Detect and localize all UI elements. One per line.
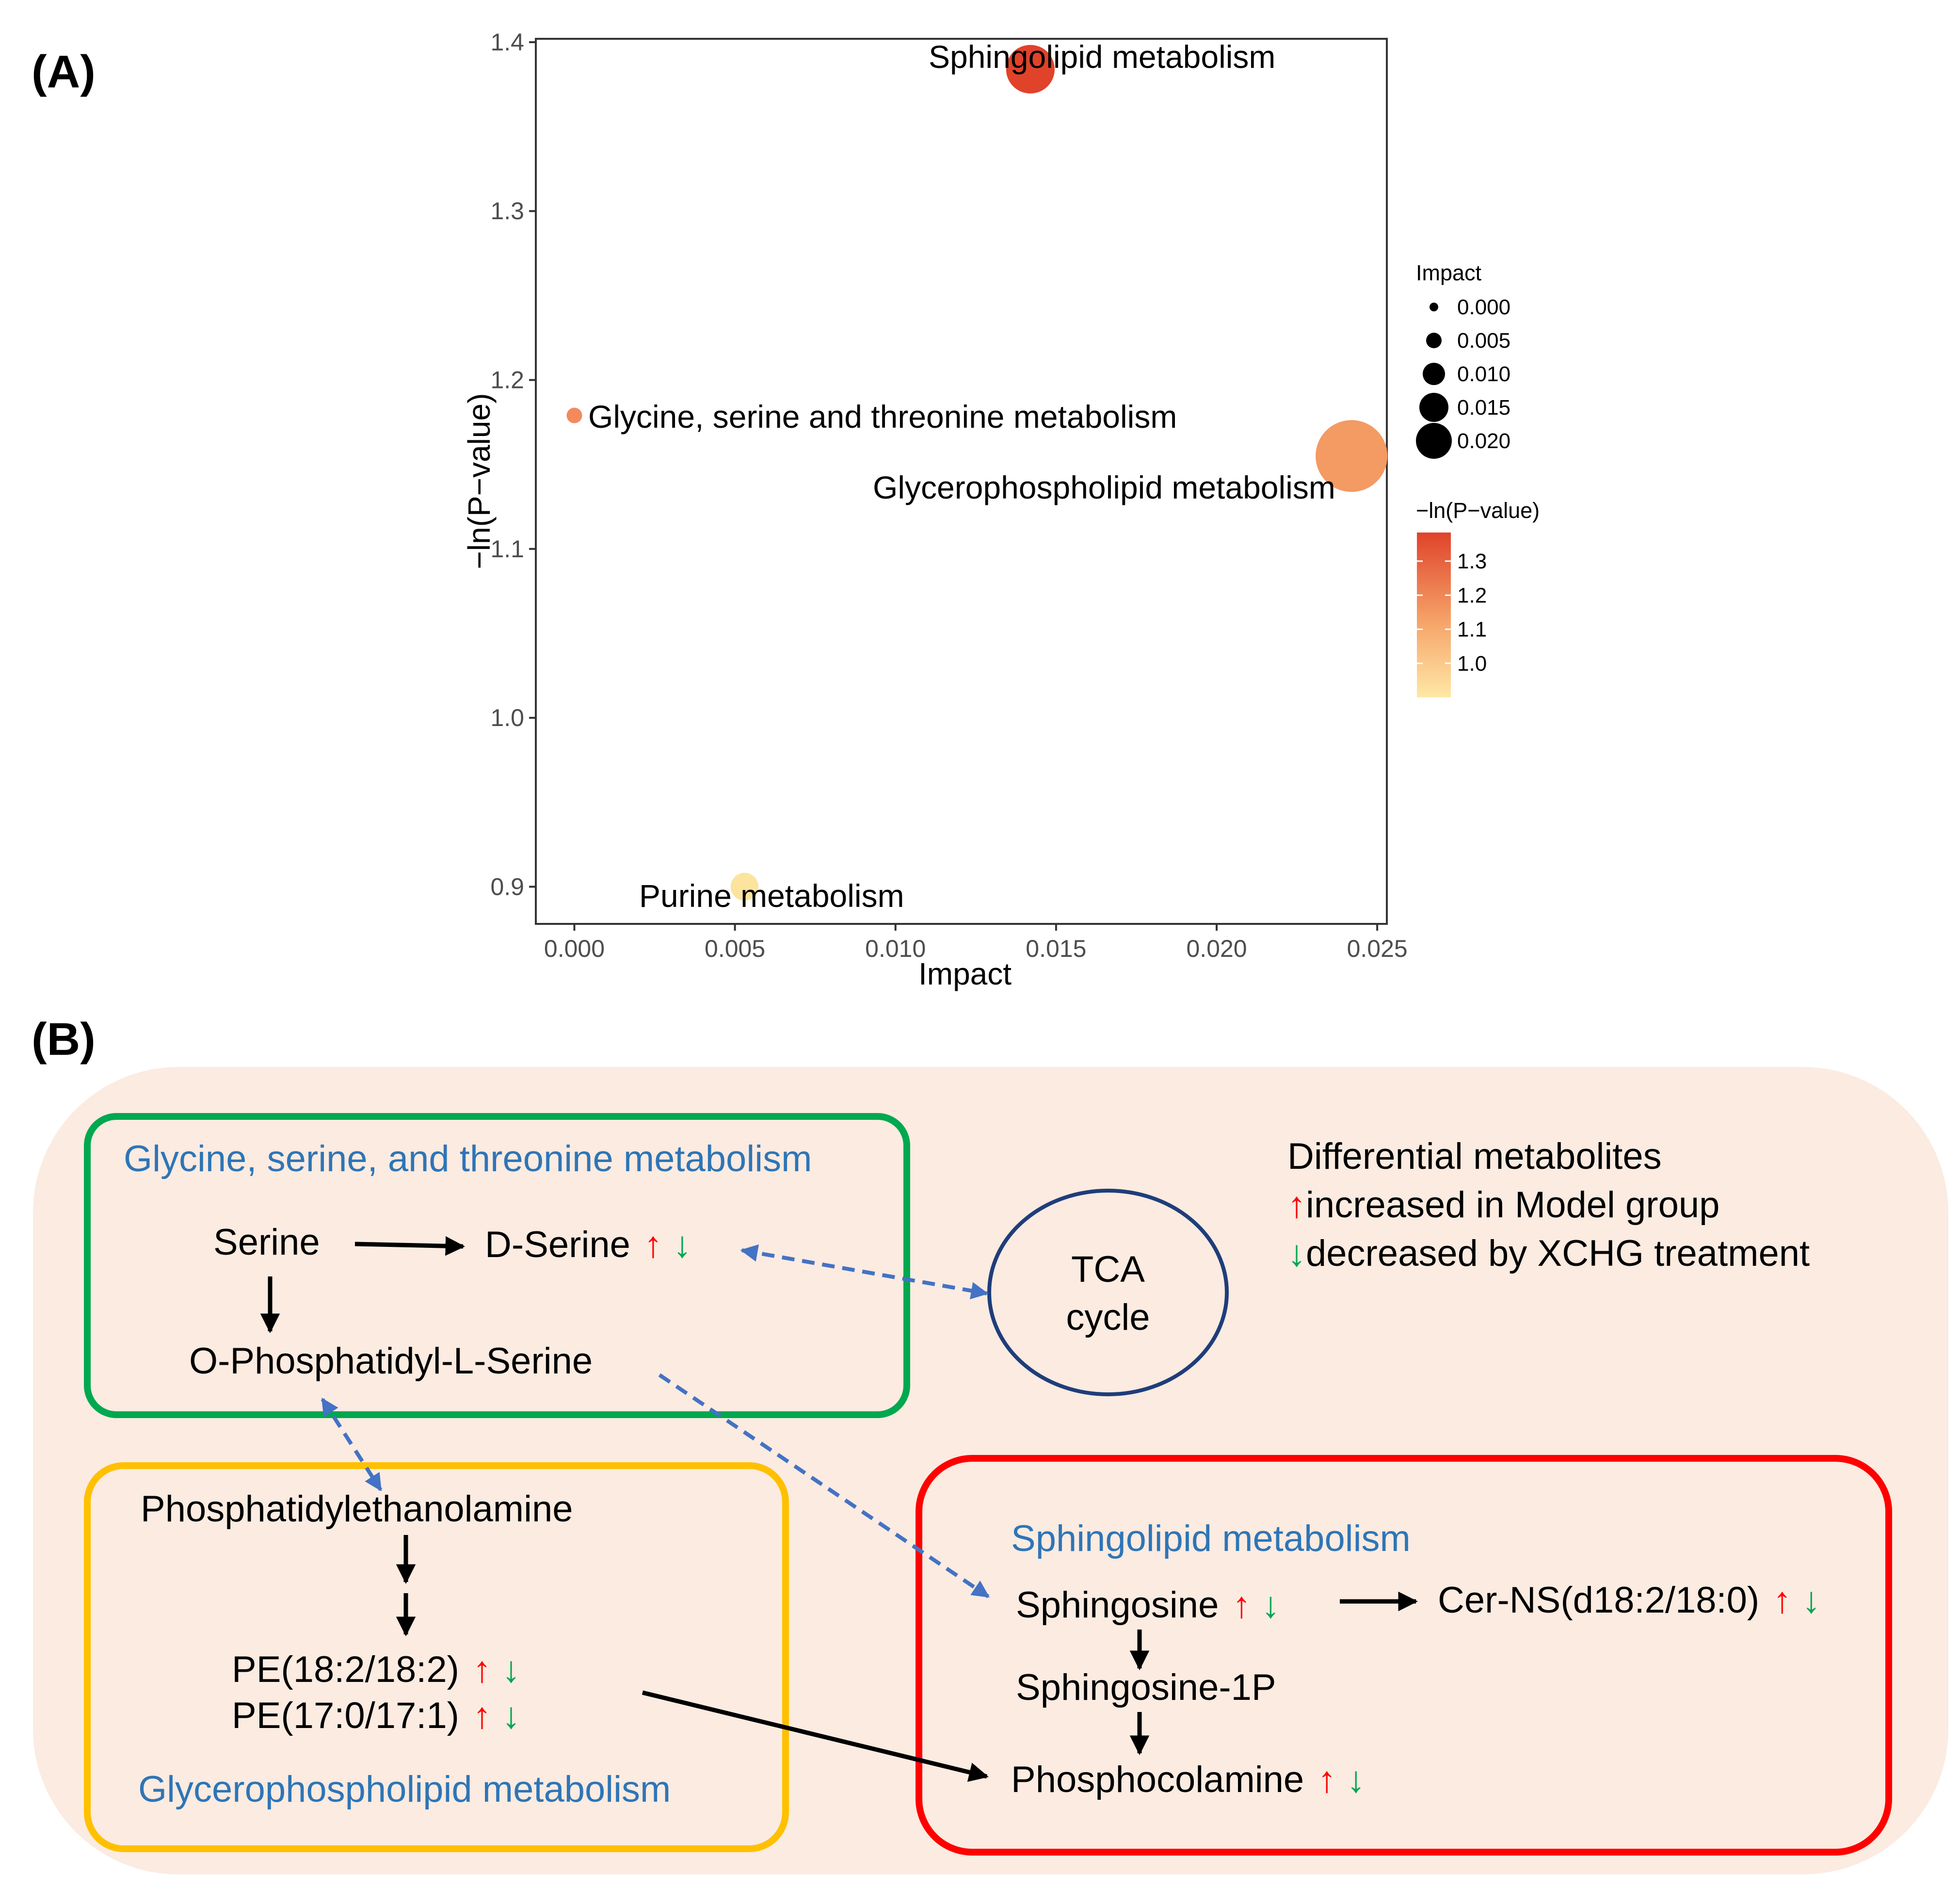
y-tick-label: 1.4	[490, 29, 524, 56]
size-legend-label: 0.000	[1457, 295, 1510, 319]
edge-pe-to-phosphocolamine	[642, 1690, 989, 1782]
data-point	[730, 872, 759, 901]
size-legend-label: 0.010	[1457, 362, 1510, 386]
node-cer-ns: Cer-NS(d18:2/18:0) ↑ ↓	[1438, 1580, 1820, 1621]
node-pe-18-2: PE(18:2/18:2) ↑ ↓	[232, 1649, 520, 1690]
node-pe-17-0: PE(17:0/17:1) ↑ ↓	[232, 1695, 520, 1736]
node-serine: Serine	[213, 1222, 320, 1263]
size-legend-dot	[1416, 423, 1452, 459]
size-legend-label: 0.020	[1457, 429, 1510, 453]
legend-down-arrow-icon: ↓	[1287, 1233, 1306, 1274]
y-axis: 0.9 1.0 1.1 1.2 1.3 1.4	[490, 29, 536, 900]
y-tick-label: 1.3	[490, 197, 524, 225]
x-tick-label: 0.005	[705, 935, 765, 962]
y-tick-label: 1.1	[490, 535, 524, 563]
cer-ns-label: Cer-NS(d18:2/18:0)	[1438, 1580, 1759, 1621]
up-arrow-icon: ↑	[644, 1224, 662, 1265]
point-label-sphingolipid: Sphingolipid metabolism	[929, 39, 1275, 75]
dashed-link-o-phosphatidyl-sphingosine	[658, 1373, 990, 1598]
down-arrow-icon: ↓	[502, 1695, 520, 1736]
x-tick-label: 0.000	[544, 935, 605, 962]
size-legend-dot	[1423, 363, 1445, 385]
dashed-link-d-serine-tca	[740, 1244, 989, 1300]
size-legend: 0.000 0.005 0.010 0.015 0.020	[1416, 295, 1510, 459]
sphingosine-label: Sphingosine	[1016, 1584, 1219, 1626]
legend-increased: ↑increased in Model group	[1287, 1184, 1719, 1226]
x-tick-label: 0.020	[1186, 935, 1247, 962]
node-phosphocolamine: Phosphocolamine ↑ ↓	[1011, 1759, 1365, 1800]
size-legend-label: 0.005	[1457, 329, 1510, 353]
size-legend-label: 0.015	[1457, 396, 1510, 420]
node-o-phosphatidyl-l-serine: O-Phosphatidyl-L-Serine	[189, 1340, 593, 1382]
size-legend-dot	[1430, 303, 1438, 311]
y-tick-label: 1.0	[490, 704, 524, 731]
colorbar-tick-label: 1.0	[1457, 652, 1487, 676]
size-legend-dot	[1419, 393, 1448, 422]
glycerophospholipid-pathway-title: Glycerophospholipid metabolism	[138, 1769, 671, 1810]
phosphocolamine-label: Phosphocolamine	[1011, 1759, 1304, 1800]
pe-17-0-label: PE(17:0/17:1)	[232, 1695, 459, 1736]
dashed-link-o-phosphatidyl-pe	[321, 1397, 383, 1492]
sphingolipid-pathway-title: Sphingolipid metabolism	[1011, 1518, 1411, 1559]
glycerophospholipid-pathway-box	[84, 1462, 789, 1852]
down-arrow-icon: ↓	[1261, 1584, 1280, 1626]
node-sphingosine: Sphingosine ↑ ↓	[1016, 1584, 1280, 1626]
legend-title: Differential metabolites	[1287, 1136, 1662, 1177]
tca-label-line1: TCA	[1071, 1249, 1145, 1290]
up-arrow-icon: ↑	[1317, 1759, 1336, 1800]
tca-cycle-circle	[987, 1189, 1229, 1396]
color-legend-title: −ln(P−value)	[1416, 498, 1540, 523]
diagram-background	[33, 1067, 1948, 1874]
y-axis-title: −ln(P−value)	[462, 393, 497, 569]
sphingolipid-pathway-box	[916, 1455, 1892, 1856]
down-arrow-icon: ↓	[673, 1224, 691, 1265]
x-tick-label: 0.015	[1026, 935, 1086, 962]
panel-label-b: (B)	[32, 1014, 96, 1065]
node-d-serine: D-Serine ↑ ↓	[485, 1224, 691, 1265]
node-phosphatidylethanolamine: Phosphatidylethanolamine	[141, 1488, 573, 1530]
glycine-pathway-title: Glycine, serine, and threonine metabolis…	[124, 1138, 812, 1179]
size-legend-dot	[1426, 333, 1442, 348]
colorbar	[1417, 533, 1451, 697]
point-label-glycine: Glycine, serine and threonine metabolism	[588, 399, 1177, 435]
legend-decreased: ↓decreased by XCHG treatment	[1287, 1233, 1810, 1274]
point-label-purine: Purine metabolism	[639, 878, 904, 914]
color-legend-ticks: 1.3 1.2 1.1 1.0	[1417, 549, 1487, 676]
edge-serine-to-d-serine	[354, 1236, 466, 1256]
scatter-chart: 0.91.01.11.21.31.4 0.000 0.005 0.010 0.015 0…	[462, 29, 1540, 991]
x-tick-label: 0.025	[1347, 935, 1408, 962]
y-tick-label: 0.9	[490, 873, 524, 900]
up-arrow-icon: ↑	[473, 1649, 491, 1690]
legend-up-arrow-icon: ↑	[1287, 1184, 1306, 1226]
panel-label-a: (A)	[32, 46, 96, 97]
up-arrow-icon: ↑	[1232, 1584, 1251, 1626]
plot-panel-border	[535, 38, 1388, 925]
up-arrow-icon: ↑	[473, 1695, 491, 1736]
tca-label-line2: cycle	[1066, 1297, 1150, 1338]
d-serine-label: D-Serine	[485, 1224, 630, 1265]
y-tick-label: 1.2	[490, 367, 524, 394]
data-point	[566, 407, 582, 423]
down-arrow-icon: ↓	[1347, 1759, 1365, 1800]
x-tick-label: 0.010	[865, 935, 926, 962]
data-points	[566, 45, 1388, 901]
point-label-glycerophospholipid: Glycerophospholipid metabolism	[873, 469, 1335, 505]
colorbar-tick-label: 1.1	[1457, 618, 1487, 642]
up-arrow-icon: ↑	[1773, 1580, 1791, 1621]
pe-18-2-label: PE(18:2/18:2)	[232, 1649, 459, 1690]
x-axis-title: Impact	[918, 956, 1012, 991]
down-arrow-icon: ↓	[1802, 1580, 1820, 1621]
size-legend-title: Impact	[1416, 260, 1482, 285]
legend-increased-text: increased in Model group	[1306, 1184, 1719, 1226]
node-sphingosine-1p: Sphingosine-1P	[1016, 1667, 1276, 1708]
data-point	[1316, 420, 1388, 492]
colorbar-tick-label: 1.2	[1457, 583, 1487, 607]
x-axis: 0.000 0.005 0.010 0.015 0.020 0.025	[544, 924, 1408, 962]
colorbar-tick-label: 1.3	[1457, 549, 1487, 573]
legend-decreased-text: decreased by XCHG treatment	[1306, 1233, 1810, 1274]
data-point	[1006, 45, 1055, 94]
down-arrow-icon: ↓	[502, 1649, 520, 1690]
